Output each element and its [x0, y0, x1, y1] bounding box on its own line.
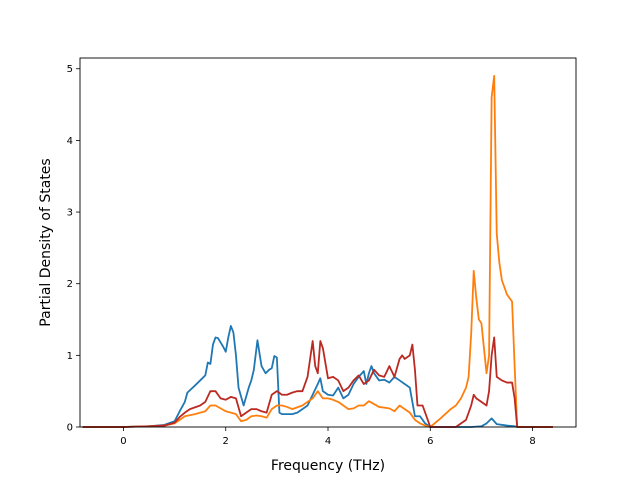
y-tick-label: 0 [67, 423, 73, 434]
x-axis-label: Frequency (THz) [271, 458, 385, 474]
x-tick-label: 2 [223, 436, 229, 447]
x-tick-label: 0 [120, 436, 126, 447]
series-line-2 [82, 75, 553, 428]
series-line-1 [82, 325, 553, 428]
series-line-3 [82, 336, 553, 428]
y-tick-label: 3 [67, 208, 73, 219]
y-tick-label: 5 [67, 64, 73, 75]
plot-lines [82, 75, 553, 428]
x-tick-label: 6 [427, 436, 433, 447]
y-tick-label: 4 [67, 136, 73, 147]
x-tick-label: 4 [325, 436, 331, 447]
y-tick-label: 2 [67, 279, 73, 290]
y-tick-label: 1 [67, 351, 73, 362]
axis-ticks: 0 2 4 6 8 0 1 2 3 4 5 [67, 64, 536, 447]
x-tick-label: 8 [529, 436, 535, 447]
y-axis-label: Partial Density of States [38, 158, 54, 326]
